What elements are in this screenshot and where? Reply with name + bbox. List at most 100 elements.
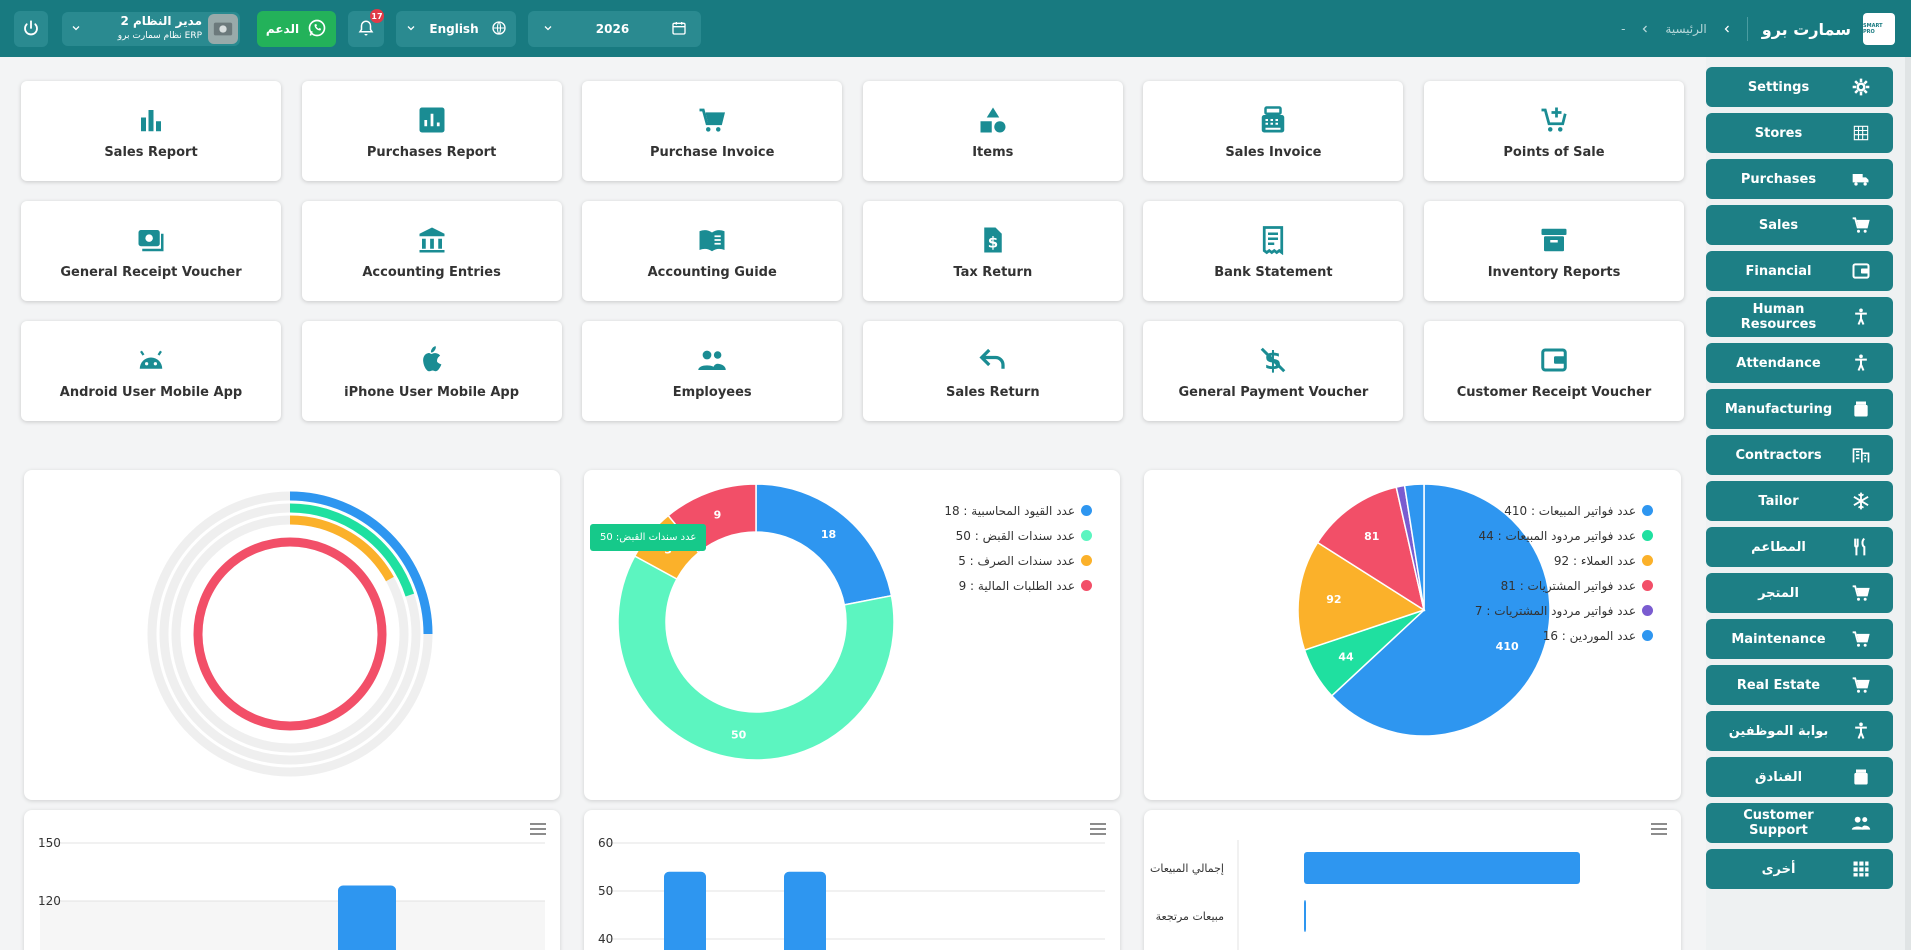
legend-label: عدد القيود المحاسبية : 18 bbox=[944, 503, 1075, 518]
legend-label: عدد فواتير المشتريات : 81 bbox=[1500, 578, 1636, 593]
quick-link-tile[interactable]: Items bbox=[862, 81, 1123, 181]
bar[interactable] bbox=[784, 871, 826, 950]
slice-label: 92 bbox=[1326, 593, 1341, 606]
quick-link-tile[interactable]: Accounting Guide bbox=[582, 201, 843, 301]
legend-item[interactable]: عدد سندات الصرف : 5 bbox=[944, 548, 1092, 573]
quick-link-tile[interactable]: Employees bbox=[582, 321, 843, 421]
pie-slice[interactable] bbox=[1297, 541, 1426, 652]
sidebar-scrollbar[interactable] bbox=[1905, 57, 1911, 950]
sidebar-item-12[interactable]: Maintenance bbox=[1706, 619, 1893, 659]
chevron-left-icon bbox=[1639, 20, 1651, 39]
legend-item[interactable]: عدد العملاء : 92 bbox=[1475, 548, 1653, 573]
quick-link-tile[interactable]: Purchase Invoice bbox=[582, 81, 843, 181]
sidebar-item-10[interactable]: المطاعم bbox=[1706, 527, 1893, 567]
radial-bar[interactable] bbox=[289, 503, 415, 597]
radial-bar[interactable] bbox=[289, 515, 394, 582]
tile-label: Purchase Invoice bbox=[649, 144, 775, 160]
sidebar-item-11[interactable]: المتجر bbox=[1706, 573, 1893, 613]
legend-item[interactable]: عدد الموردين : 16 bbox=[1475, 623, 1653, 648]
dollar-file-icon: $ bbox=[978, 223, 1008, 257]
bar[interactable] bbox=[1304, 852, 1580, 884]
pie-slice[interactable] bbox=[1403, 483, 1425, 611]
sidebar-item-13[interactable]: Real Estate bbox=[1706, 665, 1893, 705]
chevron-down-icon bbox=[70, 22, 82, 37]
sidebar-item-9[interactable]: Tailor bbox=[1706, 481, 1893, 521]
legend-item[interactable]: عدد فواتير مردود المبيعات : 44 bbox=[1475, 523, 1653, 548]
legend-item[interactable]: عدد القيود المحاسبية : 18 bbox=[944, 498, 1092, 523]
quick-link-tile[interactable]: Purchases Report bbox=[301, 81, 562, 181]
support-label: الدعم bbox=[265, 22, 300, 36]
legend-item[interactable]: عدد الطلبات المالية : 9 bbox=[944, 573, 1092, 598]
bar-chart-1: 150 120 bbox=[38, 836, 545, 950]
wallet-icon bbox=[1841, 261, 1881, 281]
quick-link-tile[interactable]: Points of Sale bbox=[1424, 81, 1684, 181]
legend-dot bbox=[1642, 530, 1653, 541]
sidebar-item-3[interactable]: Sales bbox=[1706, 205, 1893, 245]
pie-slice[interactable] bbox=[1316, 486, 1426, 612]
sidebar-item-16[interactable]: Customer Support bbox=[1706, 803, 1893, 843]
quick-link-tile[interactable]: Inventory Reports bbox=[1424, 201, 1684, 301]
legend-item[interactable]: عدد فواتير المشتريات : 81 bbox=[1475, 573, 1653, 598]
pie-chart-legend: عدد فواتير المبيعات : 410 عدد فواتير مردو… bbox=[1475, 498, 1653, 648]
slice-label: 81 bbox=[1364, 530, 1379, 543]
sidebar-item-4[interactable]: Financial bbox=[1706, 251, 1893, 291]
sidebar-item-7[interactable]: Manufacturing bbox=[1706, 389, 1893, 429]
menu-icon[interactable] bbox=[1090, 820, 1106, 839]
radial-bar[interactable] bbox=[193, 537, 387, 731]
bar[interactable] bbox=[664, 871, 706, 950]
tile-label: Customer Receipt Voucher bbox=[1456, 384, 1652, 400]
sidebar-item-17[interactable]: أخرى bbox=[1706, 849, 1893, 889]
sidebar-item-15[interactable]: الفنادق bbox=[1706, 757, 1893, 797]
menu-icon[interactable] bbox=[530, 820, 546, 839]
language-select[interactable]: English bbox=[396, 11, 516, 47]
sidebar-item-0[interactable]: Settings bbox=[1706, 67, 1893, 107]
quick-link-tile[interactable]: Accounting Entries bbox=[301, 201, 562, 301]
quick-link-tile[interactable]: $ Tax Return bbox=[862, 201, 1123, 301]
truck-icon bbox=[1841, 169, 1881, 189]
sidebar-item-6[interactable]: Attendance bbox=[1706, 343, 1893, 383]
app-logo[interactable]: SMART PRO bbox=[1863, 13, 1895, 45]
sidebar-item-label: Tailor bbox=[1758, 493, 1799, 509]
pie-slice[interactable] bbox=[1330, 483, 1551, 737]
user-menu[interactable]: مدير النظام 2 نظام سمارت برو ERP bbox=[62, 12, 240, 46]
quick-link-tile[interactable]: Android User Mobile App bbox=[21, 321, 281, 421]
sidebar-item-14[interactable]: بوابة الموظفين bbox=[1706, 711, 1893, 751]
brand-title: سمارت برو bbox=[1761, 19, 1851, 39]
legend-label: عدد فواتير مردود المبيعات : 44 bbox=[1478, 528, 1637, 543]
sidebar-item-5[interactable]: Human Resources bbox=[1706, 297, 1893, 337]
year-select[interactable]: 2026 bbox=[528, 11, 701, 47]
pie-slice[interactable] bbox=[755, 483, 893, 606]
breadcrumb-home[interactable]: الرئيسية bbox=[1665, 22, 1707, 36]
menu-icon[interactable] bbox=[1651, 820, 1667, 839]
bar-chart-card-2: 60 50 40 bbox=[584, 810, 1120, 950]
quick-link-tile[interactable]: Bank Statement bbox=[1143, 201, 1404, 301]
notifications-button[interactable]: 17 bbox=[348, 9, 384, 47]
quick-link-tile[interactable]: $ General Payment Voucher bbox=[1143, 321, 1404, 421]
sidebar-item-8[interactable]: Contractors bbox=[1706, 435, 1893, 475]
quick-link-tile[interactable]: iPhone User Mobile App bbox=[301, 321, 562, 421]
quick-link-tile[interactable]: General Receipt Voucher bbox=[21, 201, 281, 301]
plot-band bbox=[40, 901, 545, 950]
radial-bar[interactable] bbox=[289, 491, 433, 635]
bar[interactable] bbox=[338, 885, 396, 950]
support-button[interactable]: الدعم bbox=[257, 11, 336, 47]
sidebar-item-label: Settings bbox=[1747, 79, 1810, 95]
donut-chart-legend: عدد القيود المحاسبية : 18 عدد سندات القبض… bbox=[944, 498, 1092, 598]
sidebar-item-label: Sales bbox=[1758, 217, 1799, 233]
sidebar-item-2[interactable]: Purchases bbox=[1706, 159, 1893, 199]
tile-label: Sales Report bbox=[104, 144, 198, 160]
logout-button[interactable] bbox=[14, 11, 48, 47]
quick-link-tile[interactable]: Sales Invoice bbox=[1143, 81, 1404, 181]
quick-link-tile[interactable]: Sales Return bbox=[862, 321, 1123, 421]
legend-item[interactable]: عدد سندات القبض : 50 bbox=[944, 523, 1092, 548]
legend-item[interactable]: عدد فواتير مردود المشتريات : 7 bbox=[1475, 598, 1653, 623]
quick-link-tile[interactable]: Sales Report bbox=[21, 81, 281, 181]
quick-link-tile[interactable]: Customer Receipt Voucher bbox=[1424, 321, 1684, 421]
pie-slice[interactable] bbox=[617, 555, 895, 761]
radial-chart-card bbox=[24, 470, 560, 800]
legend-item[interactable]: عدد فواتير المبيعات : 410 bbox=[1475, 498, 1653, 523]
sidebar-item-1[interactable]: Stores bbox=[1706, 113, 1893, 153]
sidebar-item-label: أخرى bbox=[1761, 861, 1796, 877]
bar[interactable] bbox=[1304, 900, 1306, 932]
